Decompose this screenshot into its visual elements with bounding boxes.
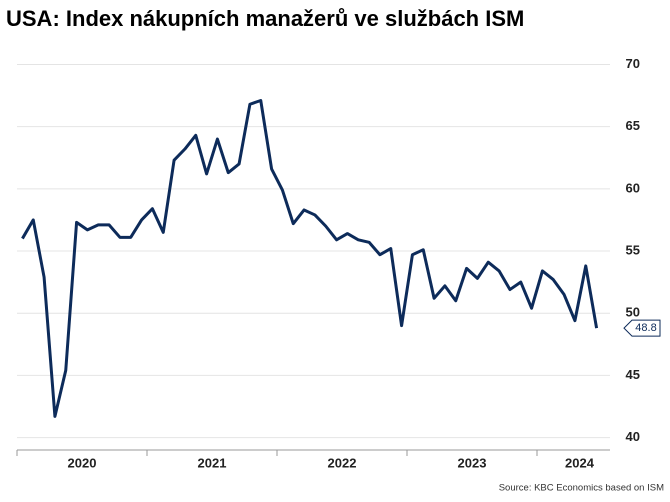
x-tick-label: 2024 [565,455,595,470]
line-series [21,99,599,418]
y-tick-label: 65 [626,118,640,133]
source-note: Source: KBC Economics based on ISM [499,483,664,494]
y-tick-label: 55 [626,242,640,257]
y-tick-label: 70 [626,56,640,71]
y-tick-label: 60 [626,180,640,195]
value-label: 48.8 [635,322,656,334]
x-tick-label: 2023 [458,455,487,470]
y-tick-label: 40 [626,429,640,444]
value-label-box [623,319,661,337]
y-tick-label: 50 [626,305,640,320]
x-tick-label: 2021 [198,455,227,470]
x-tick-label: 2020 [68,455,97,470]
y-tick-label: 45 [626,367,640,382]
x-tick-label: 2022 [328,455,357,470]
chart-title: USA: Index nákupních manažerů ve službác… [6,6,524,31]
